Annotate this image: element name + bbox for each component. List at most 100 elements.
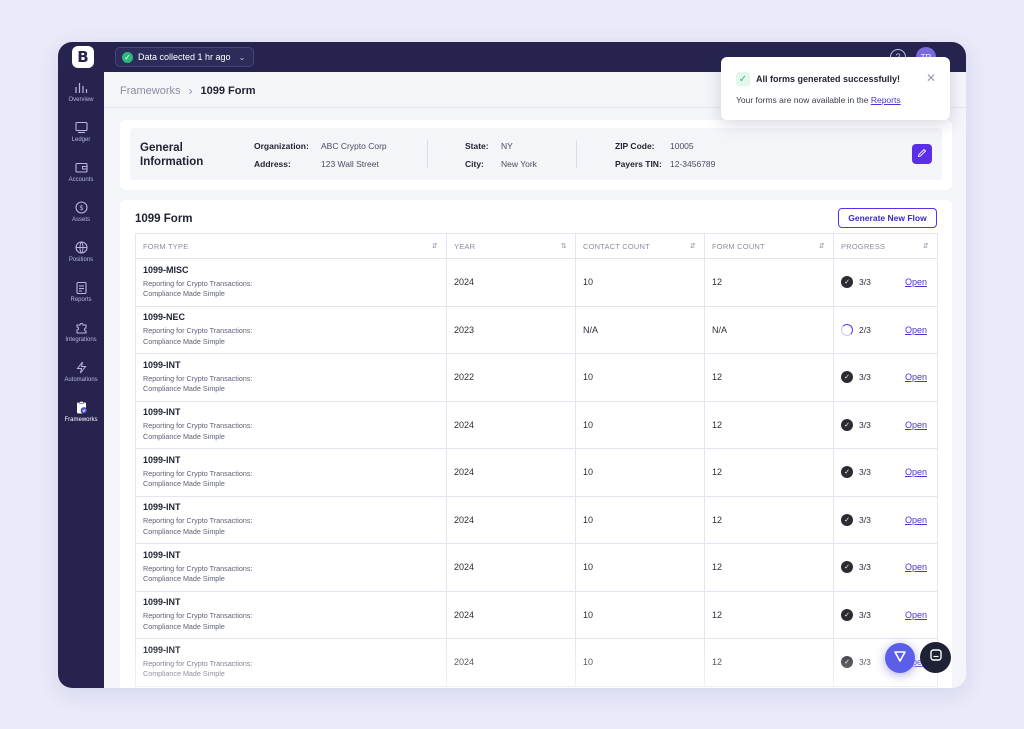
column-header-form-type[interactable]: FORM TYPE ⇵ [135, 233, 447, 259]
column-header-progress[interactable]: PROGRESS ⇵ [833, 233, 938, 259]
progress-spinner-icon [841, 323, 853, 336]
sidebar-item-positions[interactable]: Positions [58, 240, 104, 274]
sidebar-item-label: Automations [64, 377, 98, 383]
check-circle-icon: ✓ [841, 513, 853, 526]
open-link[interactable]: Open [904, 609, 927, 620]
progress-value: 3/3 [859, 609, 871, 620]
form-section-title: 1099 Form [135, 213, 193, 225]
sidebar: Overview Ledger Accounts $ Assets Positi… [58, 72, 104, 688]
state-value: NY [501, 141, 513, 151]
sort-icon[interactable]: ⇅ [560, 243, 567, 250]
form-type-desc-line1: Reporting for Crypto Transactions: [143, 373, 253, 383]
tin-value: 12-3456789 [670, 159, 716, 169]
chat-button[interactable] [920, 642, 951, 673]
open-link[interactable]: Open [904, 324, 927, 335]
toast-message: Your forms are now available in the Repo… [736, 95, 901, 105]
sort-icon[interactable]: ⇵ [818, 243, 825, 250]
cell-form-count: N/A [704, 305, 834, 354]
cell-progress: ✓ 3/3 Open [833, 543, 938, 592]
sidebar-item-label: Frameworks [64, 417, 98, 423]
breadcrumb-parent[interactable]: Frameworks [120, 85, 181, 97]
open-link[interactable]: Open [904, 419, 927, 430]
open-link[interactable]: Open [904, 562, 927, 573]
cell-form-type: 1099-MISC Reporting for Crypto Transactio… [135, 258, 447, 307]
open-link[interactable]: Open [904, 372, 927, 383]
cell-progress: 2/3 Open [833, 305, 938, 354]
column-header-label: YEAR [454, 241, 476, 251]
form-type-desc-line1: Reporting for Crypto Transactions: [143, 516, 253, 526]
check-circle-icon: ✓ [841, 418, 853, 431]
bar-chart-icon [74, 80, 88, 94]
close-icon[interactable]: ✕ [926, 71, 937, 85]
table-row[interactable]: 1099-INT Reporting for Crypto Transaction… [135, 590, 938, 639]
cell-form-count: 12 [704, 590, 834, 639]
cell-year: 2022 [446, 353, 576, 402]
cell-contact-count: 10 [575, 353, 705, 402]
sidebar-item-reports[interactable]: Reports [58, 280, 104, 314]
form-type-desc-line2: Compliance Made Simple [143, 431, 225, 441]
form-type-name: 1099-MISC [143, 264, 189, 275]
table-row[interactable]: 1099-INT Reporting for Crypto Transaction… [135, 448, 938, 497]
cell-year: 2024 [446, 258, 576, 307]
table-row[interactable]: 1099-NEC Reporting for Crypto Transaction… [135, 305, 938, 354]
column-header-label: FORM TYPE [143, 241, 189, 251]
sort-icon[interactable]: ⇵ [689, 243, 696, 250]
form-type-desc-line2: Compliance Made Simple [143, 384, 225, 394]
progress-status: ✓ 3/3 Open [841, 418, 930, 431]
svg-text:$: $ [79, 204, 83, 212]
cell-year: 2023 [446, 305, 576, 354]
main-content: Frameworks › 1099 Form General Informati… [104, 72, 966, 688]
sort-icon[interactable]: ⇵ [431, 243, 438, 250]
app-logo[interactable]: B [72, 46, 94, 68]
open-link[interactable]: Open [904, 277, 927, 288]
check-circle-icon: ✓ [122, 51, 133, 63]
column-header-year[interactable]: YEAR ⇅ [446, 233, 576, 259]
sidebar-item-ledger[interactable]: Ledger [58, 120, 104, 154]
cell-form-type: 1099-INT Reporting for Crypto Transaction… [135, 400, 447, 449]
triangle-logo-icon [893, 649, 907, 668]
cell-year: 2024 [446, 400, 576, 449]
check-circle-icon: ✓ [841, 371, 853, 384]
check-icon: ✓ [736, 72, 750, 86]
sidebar-item-frameworks[interactable]: Frameworks [58, 400, 104, 434]
progress-value: 2/3 [859, 324, 871, 335]
app-window: B ✓ Data collected 1 hr ago ⌄ ? TR Overv… [58, 42, 966, 688]
address-value: 123 Wall Street [321, 159, 379, 169]
scroll-fade [120, 640, 952, 688]
cell-form-count: 12 [704, 543, 834, 592]
table-row[interactable]: 1099-INT Reporting for Crypto Transaction… [135, 543, 938, 592]
generate-new-flow-button[interactable]: Generate New Flow [838, 208, 937, 228]
progress-status: ✓ 3/3 Open [841, 466, 930, 479]
sidebar-item-automations[interactable]: Automations [58, 360, 104, 394]
check-circle-icon: ✓ [841, 561, 853, 574]
sidebar-item-assets[interactable]: $ Assets [58, 200, 104, 234]
form-type-name: 1099-INT [143, 549, 181, 560]
data-status-dropdown[interactable]: ✓ Data collected 1 hr ago ⌄ [115, 47, 255, 67]
open-link[interactable]: Open [904, 467, 927, 478]
cell-form-type: 1099-INT Reporting for Crypto Transaction… [135, 495, 447, 544]
cell-progress: ✓ 3/3 Open [833, 400, 938, 449]
reports-link[interactable]: Reports [870, 95, 901, 105]
open-link[interactable]: Open [904, 514, 927, 525]
sort-icon[interactable]: ⇵ [922, 243, 929, 250]
progress-value: 3/3 [859, 514, 871, 525]
table-row[interactable]: 1099-MISC Reporting for Crypto Transactio… [135, 258, 938, 307]
forms-table: FORM TYPE ⇵ YEAR ⇅ CONTACT COUNT ⇵ FORM COU… [135, 233, 938, 687]
form-type-name: 1099-INT [143, 407, 181, 418]
cell-form-type: 1099-INT Reporting for Crypto Transaction… [135, 448, 447, 497]
table-row[interactable]: 1099-INT Reporting for Crypto Transaction… [135, 400, 938, 449]
cell-progress: ✓ 3/3 Open [833, 258, 938, 307]
sidebar-item-overview[interactable]: Overview [58, 80, 104, 114]
table-row[interactable]: 1099-INT Reporting for Crypto Transaction… [135, 353, 938, 402]
sidebar-item-accounts[interactable]: Accounts [58, 160, 104, 194]
edit-button[interactable] [912, 144, 932, 164]
toast-title: All forms generated successfully! [756, 74, 901, 84]
progress-value: 3/3 [859, 277, 871, 288]
table-row[interactable]: 1099-INT Reporting for Crypto Transaction… [135, 495, 938, 544]
progress-status: ✓ 3/3 Open [841, 276, 930, 289]
column-header-form-count[interactable]: FORM COUNT ⇵ [704, 233, 834, 259]
assistant-button[interactable] [885, 643, 915, 673]
column-header-contact-count[interactable]: CONTACT COUNT ⇵ [575, 233, 705, 259]
sidebar-item-integrations[interactable]: Integrations [58, 320, 104, 354]
success-toast: ✓ All forms generated successfully! ✕ Yo… [721, 57, 950, 120]
